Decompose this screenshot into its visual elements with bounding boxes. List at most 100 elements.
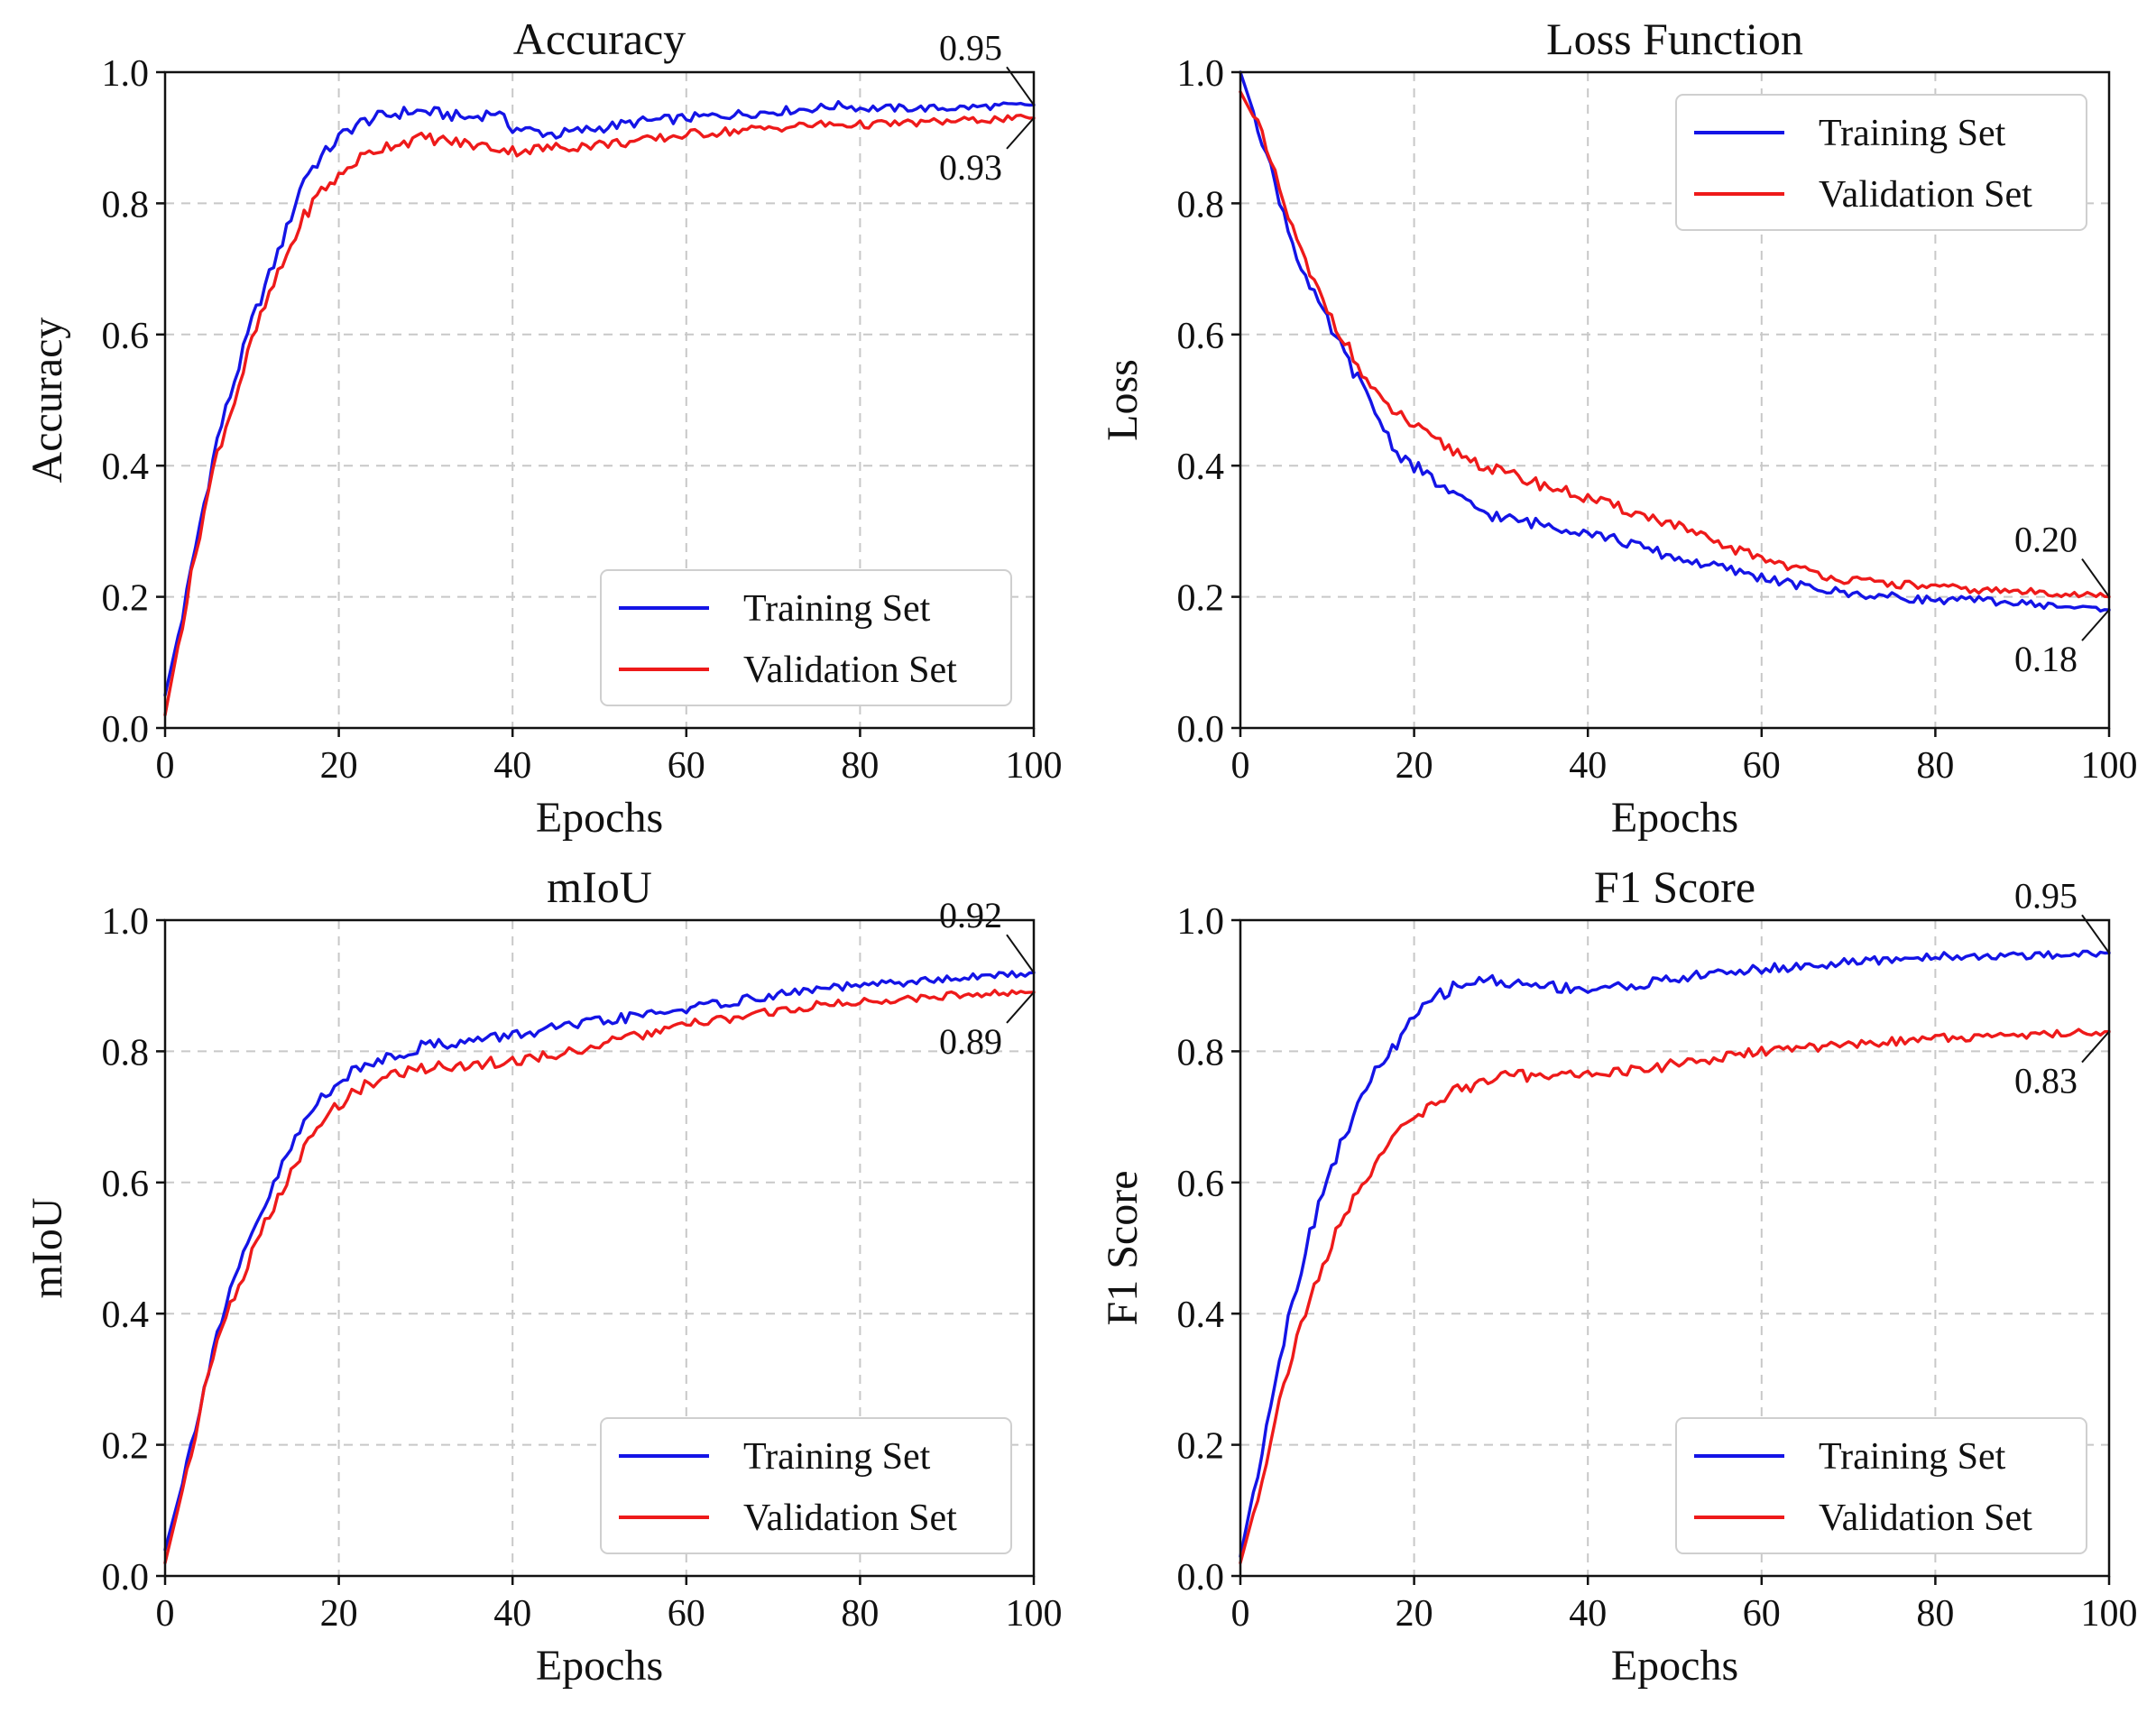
legend-label-training: Training Set [1819,1436,2006,1478]
y-tick-label: 1.0 [1177,901,1225,943]
x-tick-label: 60 [668,1593,705,1635]
series-line-validation [163,113,1036,717]
legend-frame [1675,1417,2087,1554]
y-tick-label: 0.6 [102,1164,150,1205]
y-tick-label: 0.8 [1177,1032,1225,1073]
legend-label-validation: Validation Set [1819,1497,2032,1539]
y-tick-label: 1.0 [102,53,150,95]
y-tick-label: 0.4 [102,447,150,488]
x-tick-label: 0 [156,745,175,787]
x-axis-label: Epochs [1611,1642,1738,1690]
annotation-label: 0.95 [939,27,1002,68]
x-tick-label: 20 [320,1593,358,1635]
y-tick-label: 1.0 [102,901,150,943]
plot-frame [1239,70,2111,730]
x-tick-label: 60 [1743,1593,1781,1635]
annotation-leader [2081,914,2110,954]
series-line-validation [1239,90,2111,599]
legend: Training Set Validation Set [1675,94,2087,231]
annotation-leader [1006,66,1035,106]
x-axis-label: Epochs [1611,794,1738,842]
series-line-validation [1239,1027,2111,1565]
plot-frame [163,918,1036,1578]
y-axis-label: Accuracy [23,318,71,484]
annotation-label: 0.89 [939,1021,1002,1062]
y-tick-label: 0.6 [1177,1164,1225,1205]
annotation-leader [1006,117,1035,150]
y-tick-label: 0.2 [102,578,150,620]
y-tick-label: 0.4 [1177,447,1225,488]
annotation-label: 0.95 [2014,875,2078,916]
annotation-leader [2081,609,2110,641]
legend: Training Set Validation Set [600,569,1012,706]
legend-frame [600,569,1012,706]
annotation-label: 0.20 [2014,520,2078,560]
x-tick-label: 0 [1231,745,1250,787]
x-tick-label: 40 [493,745,531,787]
chart-title: Accuracy [513,14,686,64]
x-tick-label: 40 [1569,745,1607,787]
series-line-training [163,99,1036,697]
y-axis-label: F1 Score [1099,1171,1147,1326]
x-tick-label: 80 [1916,745,1954,787]
chart-panel-4: 0 20 40 60 80 100 0.0 0.2 0.4 0.6 0.8 1.0 F1 Score Ep… [1099,862,2138,1690]
annotation-label: 0.92 [939,895,1002,935]
chart-panel-1: 0 20 40 60 80 100 0.0 0.2 0.4 0.6 0.8 1.0 Accuracy Ep… [23,14,1063,842]
legend: Training Set Validation Set [1675,1417,2087,1554]
y-axis-label: Loss [1099,359,1147,441]
annotation-leader [2081,558,2110,598]
x-tick-label: 100 [2081,1593,2138,1635]
legend-label-validation: Validation Set [743,650,957,691]
plot-frame [163,70,1036,730]
chart-panel-3: 0 20 40 60 80 100 0.0 0.2 0.4 0.6 0.8 1.0 mIoU Epochs… [23,862,1063,1690]
x-axis-label: Epochs [536,794,663,842]
y-tick-label: 0.0 [102,1557,150,1599]
y-tick-label: 0.8 [102,184,150,226]
series-line-validation [163,989,1036,1565]
y-tick-label: 0.0 [1177,709,1225,751]
x-tick-label: 0 [156,1593,175,1635]
x-tick-label: 80 [1916,1593,1954,1635]
chart-panel-2: 0 20 40 60 80 100 0.0 0.2 0.4 0.6 0.8 1.0 Loss Funct… [1099,14,2138,842]
y-tick-label: 0.4 [1177,1295,1225,1336]
y-tick-label: 0.0 [102,709,150,751]
chart-title: Loss Function [1546,14,1803,64]
x-tick-label: 100 [1006,1593,1063,1635]
legend-label-training: Training Set [743,588,931,630]
x-tick-label: 60 [668,745,705,787]
legend-label-training: Training Set [743,1436,931,1478]
y-tick-label: 0.0 [1177,1557,1225,1599]
chart-title: mIoU [547,862,652,912]
legend-frame [1675,94,2087,231]
y-tick-label: 0.4 [102,1295,150,1336]
legend-frame [600,1417,1012,1554]
x-tick-label: 20 [1396,745,1433,787]
annotation-label: 0.83 [2014,1061,2078,1101]
annotation-label: 0.93 [939,147,1002,188]
x-tick-label: 20 [320,745,358,787]
y-tick-label: 0.2 [1177,578,1225,620]
annotation-leader [1006,934,1035,973]
series-line-training [1239,70,2111,613]
y-tick-label: 0.6 [102,316,150,357]
legend-label-validation: Validation Set [1819,174,2032,216]
legend-label-training: Training Set [1819,113,2006,154]
series-line-training [1239,949,2111,1558]
x-tick-label: 20 [1396,1593,1433,1635]
y-tick-label: 0.6 [1177,316,1225,357]
y-tick-label: 0.2 [1177,1426,1225,1468]
x-tick-label: 60 [1743,745,1781,787]
x-tick-label: 40 [493,1593,531,1635]
plot-frame [1239,918,2111,1578]
x-tick-label: 80 [841,745,879,787]
y-tick-label: 0.8 [1177,184,1225,226]
x-tick-label: 100 [2081,745,2138,787]
legend-label-validation: Validation Set [743,1497,957,1539]
x-axis-label: Epochs [536,1642,663,1690]
y-axis-label: mIoU [23,1198,71,1299]
y-tick-label: 0.2 [102,1426,150,1468]
legend: Training Set Validation Set [600,1417,1012,1554]
annotation-leader [2081,1030,2110,1064]
x-tick-label: 100 [1006,745,1063,787]
chart-title: F1 Score [1594,862,1755,912]
